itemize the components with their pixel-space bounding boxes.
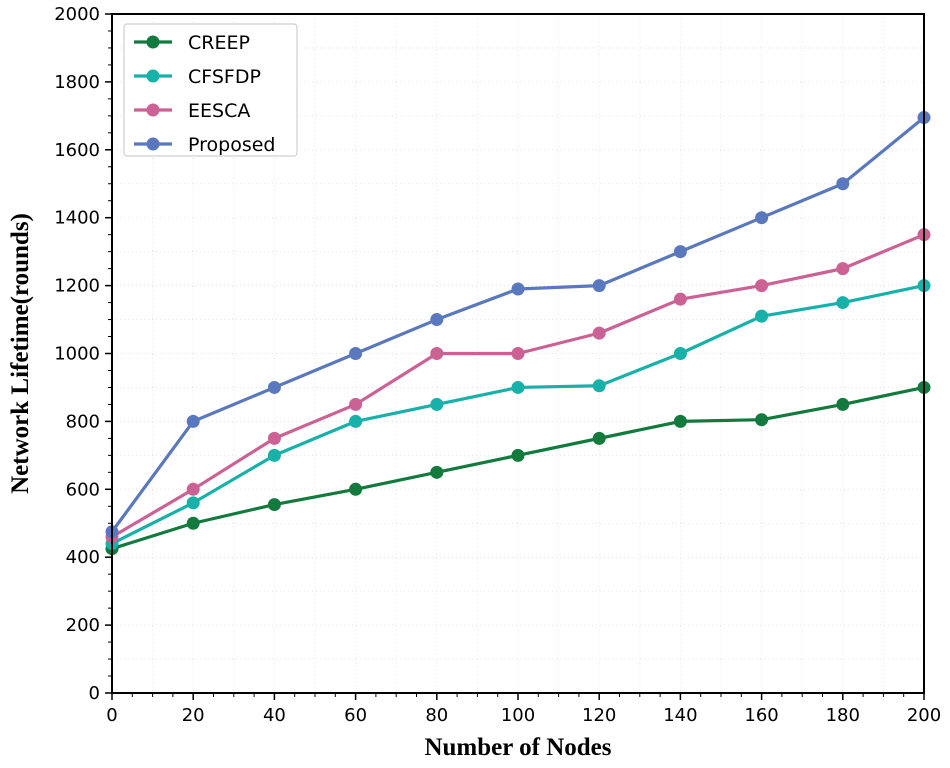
data-point	[511, 347, 525, 360]
y-axis-label: Network Lifetime(rounds)	[7, 213, 34, 494]
data-point	[673, 414, 687, 428]
x-tick-label: 160	[744, 705, 778, 726]
y-axis: 0 200 400 600 800 1000 1200 1400 1600 1800 2000	[54, 4, 112, 704]
data-point	[430, 465, 444, 479]
data-point	[836, 177, 850, 191]
x-tick-label: 200	[907, 705, 941, 726]
data-point	[673, 292, 687, 306]
y-tick-label: 600	[66, 479, 100, 500]
data-point	[430, 397, 444, 411]
data-point	[511, 380, 525, 394]
legend-label: CREEP	[188, 32, 250, 54]
data-point	[349, 414, 363, 428]
data-point	[430, 313, 444, 327]
data-point	[349, 397, 363, 411]
data-point	[592, 326, 606, 340]
y-tick-label: 800	[66, 411, 100, 432]
data-point	[267, 431, 281, 445]
legend-marker	[146, 69, 160, 83]
x-tick-label: 80	[425, 705, 448, 726]
data-point	[755, 211, 769, 225]
y-tick-label: 1000	[54, 344, 100, 365]
x-tick-label: 180	[826, 705, 860, 726]
data-point	[836, 397, 850, 411]
y-tick-label: 400	[66, 547, 100, 568]
data-point	[267, 380, 281, 394]
legend-label: EESCA	[188, 100, 250, 122]
data-point	[673, 347, 687, 360]
data-point	[186, 516, 200, 530]
data-point	[592, 431, 606, 445]
data-point	[836, 296, 850, 310]
x-tick-label: 120	[582, 705, 616, 726]
data-point	[267, 448, 281, 462]
data-point	[755, 413, 769, 427]
y-tick-label: 1600	[54, 140, 100, 161]
x-tick-label: 0	[106, 705, 117, 726]
y-tick-label: 1800	[54, 72, 100, 93]
series-proposed	[105, 111, 931, 539]
y-tick-label: 1200	[54, 276, 100, 297]
x-tick-label: 140	[663, 705, 697, 726]
y-tick-label: 1400	[54, 208, 100, 229]
y-tick-label: 2000	[54, 4, 100, 25]
y-tick-label: 200	[66, 615, 100, 636]
data-point	[755, 309, 769, 323]
data-point	[836, 262, 850, 276]
x-axis: 0 20 40 60 80 100 120 140 160 180 200	[106, 693, 941, 726]
x-tick-label: 60	[344, 705, 367, 726]
data-point	[267, 498, 281, 512]
legend-marker	[146, 137, 160, 151]
legend-label: Proposed	[188, 134, 275, 156]
data-point	[673, 245, 687, 259]
data-point	[186, 414, 200, 428]
legend-box	[123, 23, 298, 157]
data-point	[186, 496, 200, 510]
x-tick-label: 100	[501, 705, 535, 726]
data-point	[755, 279, 769, 293]
data-point	[430, 347, 444, 360]
data-point	[511, 282, 525, 296]
data-point	[349, 482, 363, 496]
legend: CREEP CFSFDP EESCA Proposed	[123, 23, 298, 157]
legend-marker	[146, 35, 160, 49]
series-cfsfdp	[105, 279, 931, 551]
data-point	[592, 279, 606, 293]
legend-label: CFSFDP	[188, 66, 261, 88]
data-point	[349, 347, 363, 360]
x-tick-label: 40	[263, 705, 286, 726]
y-tick-label: 0	[89, 683, 100, 704]
data-point	[592, 379, 606, 393]
plot-frame	[111, 13, 925, 694]
x-axis-label: Number of Nodes	[424, 734, 611, 761]
data-point	[511, 448, 525, 462]
data-point	[186, 482, 200, 496]
x-tick-label: 20	[182, 705, 205, 726]
legend-marker	[146, 103, 160, 117]
